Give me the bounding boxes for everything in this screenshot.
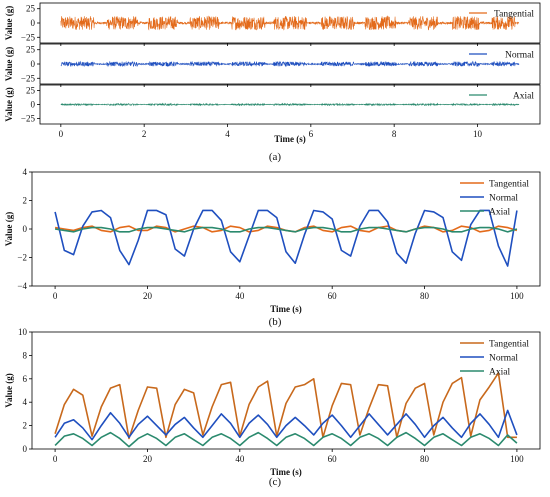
- y-tick-label: 4: [23, 167, 28, 177]
- y-tick-label: −2: [17, 253, 27, 263]
- y-tick-label: 0: [31, 18, 36, 28]
- plot-frame: [31, 331, 541, 450]
- legend-label: Axial: [489, 208, 510, 218]
- y-tick-label: 0: [31, 100, 36, 110]
- legend-label: Tangential: [489, 180, 529, 190]
- x-axis-title: Time (s): [274, 134, 306, 144]
- x-tick-label: 100: [510, 454, 524, 464]
- legend-label: Normal: [505, 51, 534, 61]
- y-tick-label: 25: [26, 45, 36, 55]
- x-axis-title: Time (s): [270, 304, 302, 314]
- x-tick-label: 4: [225, 129, 230, 139]
- series-line-normal: [54, 409, 518, 441]
- y-tick-label: 2: [23, 421, 28, 431]
- x-tick-label: 60: [328, 454, 338, 464]
- legend-label: Axial: [489, 368, 510, 378]
- x-tick-label: 80: [420, 454, 430, 464]
- y-tick-label: 2: [23, 196, 28, 206]
- y-tick-label: 25: [26, 86, 36, 96]
- y-tick-label: 0: [23, 224, 28, 234]
- x-tick-label: 20: [143, 454, 153, 464]
- legend-label: Axial: [513, 92, 534, 102]
- y-tick-label: 8: [23, 350, 28, 360]
- y-tick-label: 25: [26, 4, 36, 14]
- series-line-tangential: [54, 372, 517, 440]
- y-tick-label: 0: [23, 444, 28, 454]
- series-line-axial: [60, 102, 520, 107]
- panel-a-subplot-normal: −25 0 25 Value (g) Normal: [4, 43, 541, 87]
- y-tick-label: −25: [21, 113, 36, 123]
- series-line-axial: [54, 226, 518, 233]
- x-tick-label: 20: [143, 291, 153, 301]
- y-tick-label: 4: [23, 397, 28, 407]
- y-tick-label: −25: [21, 73, 36, 83]
- y-tick-label: −4: [17, 281, 27, 291]
- x-tick-label: 80: [420, 291, 430, 301]
- x-tick-label: 60: [328, 291, 338, 301]
- y-axis-title: Value (g): [4, 47, 14, 81]
- legend-label: Normal: [489, 354, 518, 364]
- series-line-normal: [54, 209, 518, 267]
- series-line-normal: [60, 60, 520, 68]
- y-tick-label: 10: [18, 327, 28, 337]
- y-tick-label: 0: [31, 59, 36, 69]
- x-tick-label: 40: [235, 291, 245, 301]
- x-tick-label: 2: [142, 129, 147, 139]
- series-line-axial: [54, 431, 518, 448]
- x-tick-label: 6: [309, 129, 314, 139]
- x-tick-label: 100: [510, 291, 524, 301]
- x-tick-label: 0: [53, 454, 58, 464]
- y-tick-label: −25: [21, 32, 36, 42]
- y-axis-title: Value (g): [4, 6, 14, 40]
- y-axis-title: Value (g): [4, 87, 14, 121]
- legend-label: Tangential: [489, 340, 529, 350]
- panel-label: (a): [269, 151, 282, 163]
- panel-label: (c): [269, 476, 282, 488]
- x-tick-label: 0: [53, 291, 58, 301]
- y-axis-title: Value (g): [4, 373, 14, 407]
- y-axis-title: Value (g): [4, 212, 14, 246]
- legend-label: Tangential: [494, 10, 534, 20]
- y-tick-label: 6: [23, 374, 28, 384]
- series-line-tangential: [60, 15, 520, 31]
- x-tick-label: 40: [235, 454, 245, 464]
- panel-a-subplot-tangential: −25 0 25 Value (g) Tangential: [4, 2, 541, 46]
- x-tick-label: 0: [59, 129, 64, 139]
- x-axis-title: Time (s): [270, 467, 302, 477]
- panel-a-subplot-axial: −25 0 25 0 2 4 6 8 10 Value (g) Axial: [4, 84, 541, 139]
- x-tick-label: 10: [473, 129, 483, 139]
- panel-label: (b): [269, 316, 282, 328]
- legend-label: Normal: [489, 194, 518, 204]
- x-tick-label: 8: [392, 129, 397, 139]
